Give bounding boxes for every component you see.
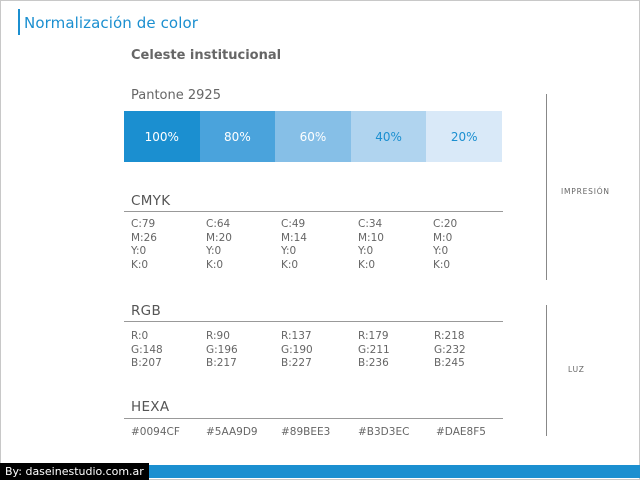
rgb-column: R:0 G:148 B:207 (131, 330, 163, 371)
cmyk-column: C:20 M:0 Y:0 K:0 (433, 218, 457, 272)
hex-value: #DAE8F5 (436, 426, 486, 438)
cmyk-value: C:64 (206, 218, 231, 230)
rgb-column: R:137 G:190 B:227 (281, 330, 313, 371)
cmyk-column: C:34 M:10 Y:0 K:0 (358, 218, 384, 272)
cmyk-value: M:14 (281, 231, 307, 244)
cmyk-value: K:0 (131, 258, 149, 271)
rgb-value: G:232 (434, 343, 466, 356)
cmyk-value: M:0 (433, 231, 453, 244)
cmyk-value: Y:0 (206, 245, 222, 257)
cmyk-divider (124, 211, 503, 212)
rgb-divider (124, 321, 503, 322)
footer-bar (0, 465, 640, 478)
hexa-divider (124, 418, 503, 419)
rgb-value: B:236 (358, 357, 389, 369)
rgb-value: B:245 (434, 357, 465, 369)
rgb-value: R:90 (206, 330, 230, 342)
swatch-label: 20% (450, 129, 478, 144)
swatch-label: 60% (299, 129, 327, 144)
rgb-column: R:218 G:232 B:245 (434, 330, 466, 371)
hex-value: #B3D3EC (358, 426, 410, 438)
cmyk-value: M:20 (206, 231, 232, 244)
hexa-title: HEXA (131, 399, 170, 415)
luz-bracket-line (546, 305, 547, 436)
cmyk-value: Y:0 (433, 245, 449, 257)
hex-value: #89BEE3 (281, 426, 331, 438)
impresion-label: IMPRESIÓN (561, 187, 610, 196)
rgb-value: R:137 (281, 330, 312, 342)
rgb-column: R:179 G:211 B:236 (358, 330, 390, 371)
rgb-column: R:90 G:196 B:217 (206, 330, 238, 371)
luz-label: LUZ (568, 365, 585, 374)
cmyk-value: K:0 (358, 258, 376, 271)
cmyk-value: Y:0 (131, 245, 147, 257)
swatch-strip: 100% 80% 60% 40% 20% (124, 111, 502, 162)
swatch-label: 40% (375, 129, 402, 144)
cmyk-value: M:26 (131, 231, 157, 244)
rgb-value: R:218 (434, 330, 465, 342)
rgb-title: RGB (131, 303, 162, 319)
hex-value: #0094CF (131, 426, 180, 438)
cmyk-value: Y:0 (358, 245, 374, 257)
cmyk-value: Y:0 (281, 245, 297, 257)
cmyk-column: C:49 M:14 Y:0 K:0 (281, 218, 307, 272)
cmyk-value: K:0 (206, 258, 224, 271)
cmyk-value: C:79 (131, 218, 156, 230)
swatch-60: 60% (275, 111, 351, 162)
footer-credit: By: daseinestudio.com.ar (0, 463, 149, 480)
rgb-value: B:227 (281, 357, 312, 369)
page-title: Normalización de color (24, 14, 199, 32)
subtitle: Celeste institucional (131, 48, 282, 63)
swatch-100: 100% (124, 111, 200, 162)
cmyk-column: C:79 M:26 Y:0 K:0 (131, 218, 157, 272)
rgb-value: R:179 (358, 330, 389, 342)
cmyk-value: C:34 (358, 218, 383, 230)
rgb-value: R:0 (131, 330, 149, 342)
pantone-label: Pantone 2925 (131, 88, 221, 103)
rgb-value: B:217 (206, 357, 237, 369)
impresion-bracket-line (546, 94, 547, 280)
cmyk-title: CMYK (131, 193, 171, 209)
cmyk-value: C:49 (281, 218, 306, 230)
cmyk-column: C:64 M:20 Y:0 K:0 (206, 218, 232, 272)
swatch-40: 40% (350, 111, 427, 162)
rgb-value: G:148 (131, 343, 163, 356)
header-accent-bar (18, 9, 20, 35)
rgb-value: G:211 (358, 343, 390, 356)
rgb-value: G:196 (206, 343, 238, 356)
swatch-20: 20% (426, 111, 502, 162)
swatch-label: 100% (144, 129, 179, 144)
rgb-value: B:207 (131, 357, 162, 369)
swatch-label: 80% (224, 129, 251, 144)
cmyk-value: C:20 (433, 218, 458, 230)
hex-value: #5AA9D9 (206, 426, 258, 438)
rgb-value: G:190 (281, 343, 313, 356)
cmyk-value: M:10 (358, 231, 384, 244)
cmyk-value: K:0 (281, 258, 299, 271)
swatch-80: 80% (199, 111, 276, 162)
cmyk-value: K:0 (433, 258, 451, 271)
